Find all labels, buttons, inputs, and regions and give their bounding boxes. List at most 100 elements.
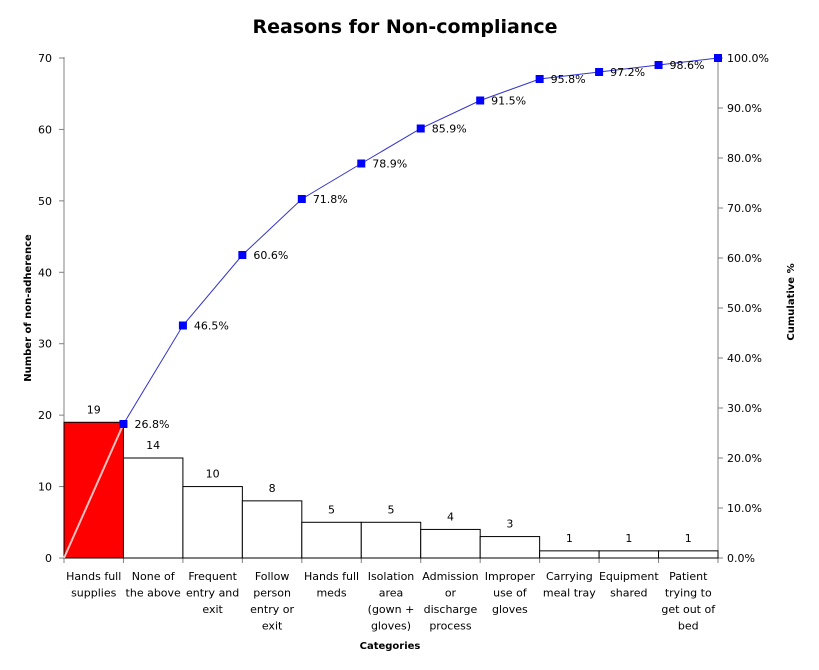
category-label-line: None of xyxy=(132,570,176,583)
category-label: Isolation area (gown + gloves) xyxy=(368,570,415,633)
category-label-line: the above xyxy=(126,587,182,600)
category-label: Hands full meds xyxy=(304,570,359,600)
bar-value-label: 3 xyxy=(506,518,513,531)
bar-value-label: 10 xyxy=(206,468,220,481)
chart-title: Reasons for Non-compliance xyxy=(252,16,557,38)
category-label-line: Frequent xyxy=(188,570,237,583)
cumulative-value-label: 78.9% xyxy=(372,158,407,171)
category-label-line: Hands full xyxy=(304,570,359,583)
bar-value-label: 1 xyxy=(685,532,692,545)
cumulative-value-label: 46.5% xyxy=(194,320,229,333)
cumulative-marker xyxy=(178,321,187,330)
category-label-line: shared xyxy=(610,587,647,600)
category-label-line: or xyxy=(445,587,457,600)
category-label-line: process xyxy=(429,620,472,633)
category-label-line: meal tray xyxy=(543,587,596,600)
cumulative-marker xyxy=(119,420,128,428)
y-tick-label: 50 xyxy=(38,195,52,208)
bar xyxy=(539,550,600,559)
bar xyxy=(122,457,184,559)
cumulative-marker xyxy=(476,96,485,105)
cumulative-value-label: 95.8% xyxy=(551,73,586,86)
cumulative-marker xyxy=(357,159,366,168)
cumulative-value-label: 85.9% xyxy=(432,123,467,136)
category-label: Equipment shared xyxy=(599,570,659,600)
category-label-line: Hands full xyxy=(66,570,121,583)
category-label-line: Equipment xyxy=(599,570,659,583)
bar xyxy=(420,528,481,559)
cumulative-marker xyxy=(654,61,663,69)
bar-value-label: 19 xyxy=(87,403,101,416)
category-label-line: Carrying xyxy=(546,570,593,583)
bar-value-label: 1 xyxy=(566,532,573,545)
y2-tick-label: 100.0% xyxy=(727,52,769,65)
y2-tick-label: 20.0% xyxy=(727,452,762,465)
y2-tick-label: 50.0% xyxy=(727,302,762,315)
category-label: Frequent entry and exit xyxy=(186,570,239,616)
cumulative-marker xyxy=(297,195,306,203)
cumulative-value-label: 60.6% xyxy=(253,249,288,262)
bar-value-label: 5 xyxy=(388,503,395,516)
category-label: Carrying meal tray xyxy=(543,570,596,600)
y2-tick-label: 70.0% xyxy=(727,202,762,215)
plot-area: 0 10 20 30 40 50 60 70 0.0% 10.0% 20.0% 30.0% 40.0% 5… xyxy=(38,52,769,633)
cumulative-value-label: 71.8% xyxy=(313,193,348,206)
y2-tick-label: 30.0% xyxy=(727,402,762,415)
category-label-line: supplies xyxy=(71,587,117,600)
category-label-line: meds xyxy=(316,587,346,600)
bar xyxy=(301,521,362,559)
category-label-line: (gown + xyxy=(368,603,415,616)
category-label: Admission or discharge process xyxy=(422,570,478,633)
category-label: Improper use of gloves xyxy=(485,570,536,616)
y2-tick-label: 60.0% xyxy=(727,252,762,265)
category-label: Hands full supplies xyxy=(66,570,121,600)
category-label-line: entry or xyxy=(250,603,294,616)
y-axis-title: Number of non-adherence xyxy=(23,234,34,382)
bar xyxy=(658,550,719,559)
cumulative-value-label: 91.5% xyxy=(491,95,526,108)
bar-value-label: 14 xyxy=(146,439,160,452)
y2-tick-label: 10.0% xyxy=(727,502,762,515)
category-label-line: bed xyxy=(678,620,699,633)
category-label-line: discharge xyxy=(424,603,478,616)
cumulative-marker xyxy=(714,54,722,62)
bar xyxy=(598,550,660,559)
category-label-line: exit xyxy=(202,603,223,616)
bar xyxy=(360,521,422,559)
cumulative-marker xyxy=(595,68,604,76)
cumulative-marker xyxy=(238,251,247,259)
category-label-line: trying to xyxy=(665,587,712,600)
cumulative-value-label: 26.8% xyxy=(134,418,169,431)
cumulative-value-label: 97.2% xyxy=(610,66,645,79)
y-tick-label: 0 xyxy=(45,552,52,565)
cumulative-line-start-segment xyxy=(63,423,125,559)
bar xyxy=(241,500,303,559)
cumulative-marker xyxy=(535,75,544,83)
category-label-line: person xyxy=(253,587,291,600)
cumulative-value-label: 98.6% xyxy=(670,59,705,72)
x-axis-title: Categories xyxy=(360,641,421,652)
y2-tick-label: 40.0% xyxy=(727,352,762,365)
category-label: None of the above xyxy=(126,570,182,600)
y2-axis-title: Cumulative % xyxy=(786,263,797,340)
category-label-line: Isolation xyxy=(368,570,415,583)
category-label-line: gloves) xyxy=(371,620,411,633)
y-tick-label: 60 xyxy=(38,123,52,136)
y-tick-label: 40 xyxy=(38,266,52,279)
category-label-line: Patient xyxy=(669,570,708,583)
category-label-line: Admission xyxy=(422,570,478,583)
y-tick-label: 20 xyxy=(38,409,52,422)
category-label-line: Follow xyxy=(255,570,290,583)
y-tick-label: 70 xyxy=(38,52,52,65)
bar xyxy=(182,486,243,559)
category-label-line: exit xyxy=(262,620,283,633)
category-label-line: entry and xyxy=(186,587,239,600)
bar-value-label: 4 xyxy=(447,510,454,523)
y2-tick-label: 90.0% xyxy=(727,102,762,115)
category-label: Follow person entry or exit xyxy=(250,570,294,633)
y2-tick-label: 0.0% xyxy=(727,552,755,565)
category-label: Patient trying to get out of bed xyxy=(661,570,716,633)
category-label-line: Improper xyxy=(485,570,536,583)
category-label-line: gloves xyxy=(492,603,528,616)
